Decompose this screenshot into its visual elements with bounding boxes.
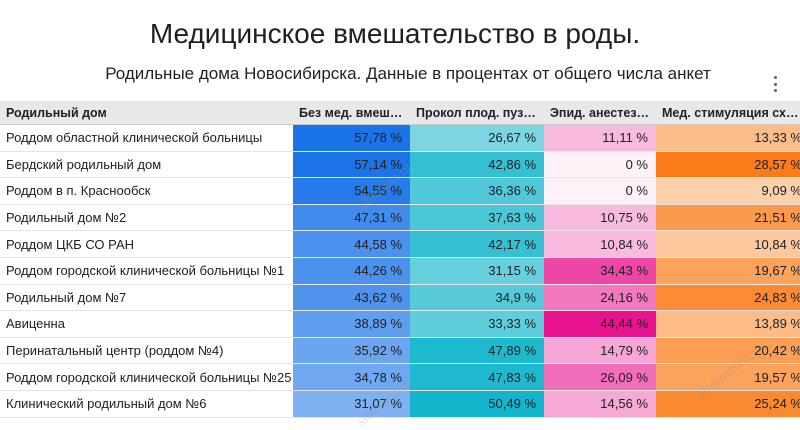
row-label: Родильный дом №2 [0, 204, 293, 232]
heat-cell: 47,89 % [410, 337, 544, 365]
heat-cell: 19,67 % [656, 257, 800, 285]
heat-cell: 44,58 % [293, 230, 410, 258]
table-row: Роддом областной клинической больницы 57,… [0, 124, 800, 152]
heat-cell: 25,24 % [656, 390, 800, 418]
more-vert-icon[interactable] [774, 76, 780, 92]
heat-cell: 21,51 % [656, 204, 800, 232]
row-label: Роддом городской клинической больницы №2… [0, 363, 293, 391]
table-row: Роддом ЦКБ СО РАН 44,58 % 42,17 % 10,84 % 10… [0, 230, 800, 258]
heat-cell: 33,33 % [410, 310, 544, 338]
heat-cell: 57,78 % [293, 124, 410, 152]
heat-cell: 44,44 % [544, 310, 656, 338]
heat-cell: 42,86 % [410, 151, 544, 179]
chart-title: Медицинское вмешательство в роды. [149, 18, 641, 49]
heatmap-table: Родильный дом Без мед. вмешательства Про… [0, 101, 800, 418]
row-label: Роддом городской клинической больницы №1 [0, 257, 293, 285]
column-header-epidural[interactable]: Эпид. анестезия [544, 101, 656, 125]
table-row: Родильный дом №2 47,31 % 37,63 % 10,75 % 21,… [0, 204, 800, 232]
heat-cell: 26,67 % [410, 124, 544, 152]
menu-dot [774, 82, 777, 86]
heat-cell: 47,31 % [293, 204, 410, 232]
table-row: Родильный дом №7 43,62 % 34,9 % 24,16 % 24,8… [0, 284, 800, 312]
heat-cell: 34,9 % [410, 284, 544, 312]
table-row: Бердский родильный дом 57,14 % 42,86 % 0 % 2… [0, 151, 800, 179]
heat-cell: 0 % [544, 151, 656, 179]
column-header-no-intervention[interactable]: Без мед. вмешательства [293, 101, 410, 125]
heat-cell: 35,92 % [293, 337, 410, 365]
table-row: Клинический родильный дом №6 31,07 % 50,49… [0, 390, 800, 418]
row-label: Родильный дом №7 [0, 284, 293, 312]
heat-cell: 31,15 % [410, 257, 544, 285]
chart-subtitle: Родильные дома Новосибирска. Данные в пр… [105, 64, 711, 83]
table-body: Роддом областной клинической больницы 57,… [0, 124, 800, 418]
heat-cell: 44,26 % [293, 257, 410, 285]
table-row: Роддом городской клинической больницы №2… [0, 363, 800, 391]
menu-dot [774, 76, 777, 79]
column-header-amniotomy[interactable]: Прокол плод. пузыря [410, 101, 544, 125]
row-label: Авиценна [0, 310, 293, 338]
row-label: Роддом в п. Краснообск [0, 177, 293, 205]
table-header-row: Родильный дом Без мед. вмешательства Про… [0, 101, 800, 125]
heat-cell: 24,16 % [544, 284, 656, 312]
menu-dot [774, 89, 777, 92]
heat-cell: 34,43 % [544, 257, 656, 285]
heat-cell: 14,79 % [544, 337, 656, 365]
heat-cell: 11,11 % [544, 124, 656, 152]
column-header-stimulation[interactable]: Мед. стимуляция схваток [656, 101, 800, 125]
row-label: Роддом областной клинической больницы [0, 124, 293, 152]
heat-cell: 0 % [544, 177, 656, 205]
heat-cell: 26,09 % [544, 363, 656, 391]
heat-cell: 13,33 % [656, 124, 800, 152]
row-label: Перинатальный центр (роддом №4) [0, 337, 293, 365]
heat-cell: 9,09 % [656, 177, 800, 205]
heat-cell: 54,55 % [293, 177, 410, 205]
table-row: Роддом городской клинической больницы №1… [0, 257, 800, 285]
heat-cell: 10,84 % [544, 230, 656, 258]
column-header-maternity-home[interactable]: Родильный дом [0, 101, 293, 125]
heat-cell: 43,62 % [293, 284, 410, 312]
row-label: Роддом ЦКБ СО РАН [0, 230, 293, 258]
heat-cell: 37,63 % [410, 204, 544, 232]
row-label: Бердский родильный дом [0, 151, 293, 179]
heat-cell: 13,89 % [656, 310, 800, 338]
heat-cell: 24,83 % [656, 284, 800, 312]
table-row: Авиценна 38,89 % 33,33 % 44,44 % 13,89 % [0, 310, 800, 338]
heat-cell: 36,36 % [410, 177, 544, 205]
table-row: Перинатальный центр (роддом №4) 35,92 % 47… [0, 337, 800, 365]
heat-cell: 31,07 % [293, 390, 410, 418]
heat-cell: 47,83 % [410, 363, 544, 391]
heat-cell: 14,56 % [544, 390, 656, 418]
heat-cell: 57,14 % [293, 151, 410, 179]
heat-cell: 10,84 % [656, 230, 800, 258]
heat-cell: 42,17 % [410, 230, 544, 258]
heat-cell: 20,42 % [656, 337, 800, 365]
row-label: Клинический родильный дом №6 [0, 390, 293, 418]
heat-cell: 34,78 % [293, 363, 410, 391]
table-row: Роддом в п. Краснообск 54,55 % 36,36 % 0 % 9… [0, 177, 800, 205]
heat-cell: 10,75 % [544, 204, 656, 232]
heat-cell: 28,57 % [656, 151, 800, 179]
heat-cell: 19,57 % [656, 363, 800, 391]
heat-cell: 50,49 % [410, 390, 544, 418]
heat-cell: 38,89 % [293, 310, 410, 338]
